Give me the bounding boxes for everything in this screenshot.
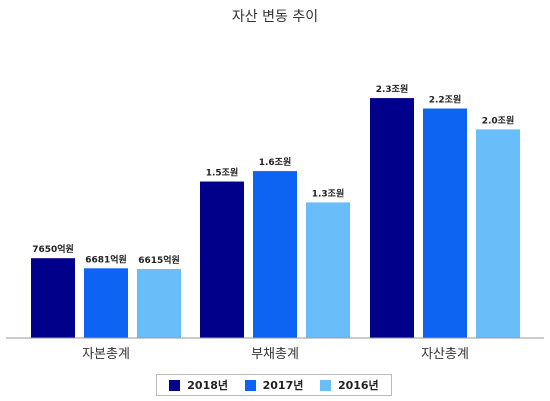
category-label-1: 부채총계 (251, 347, 299, 362)
value-label-2017-cat0: 6681억원 (85, 253, 127, 265)
value-label-2016-cat1: 1.3조원 (312, 187, 345, 199)
bar-2018-cat2 (370, 98, 414, 338)
bar-2016-cat0 (137, 268, 181, 338)
legend-item-2018: 2018년 (169, 377, 228, 393)
value-labels-group: 7650억원 6681억원 6615억원 1.5조원 1.6조원 1.3조원 2.3조원 2.… (32, 83, 514, 266)
bar-2018-cat1 (200, 181, 244, 338)
category-label-2: 자산총계 (421, 347, 469, 362)
legend-swatch-2017 (244, 379, 256, 391)
bar-2016-cat1 (306, 202, 350, 338)
bar-2017-cat2 (423, 108, 467, 339)
bar-2018-cat0 (31, 258, 75, 338)
legend-label-2016: 2016년 (337, 379, 379, 392)
value-label-2018-cat2: 2.3조원 (376, 83, 409, 95)
value-label-2016-cat2: 2.0조원 (482, 114, 515, 126)
legend-item-2016: 2016년 (319, 377, 379, 393)
legend-label-2018: 2018년 (187, 379, 229, 392)
bar-2016-cat2 (476, 129, 520, 338)
legend-item-2017: 2017년 (244, 377, 304, 393)
legend-swatch-2016 (319, 379, 331, 391)
legend-label-2017: 2017년 (262, 379, 304, 392)
value-label-2017-cat1: 1.6조원 (259, 156, 292, 168)
value-label-2016-cat0: 6615억원 (138, 254, 180, 266)
legend-swatch-2018 (169, 379, 181, 391)
value-label-2017-cat2: 2.2조원 (429, 94, 462, 106)
bar-2017-cat1 (253, 171, 297, 338)
category-labels-group: 자본총계 부채총계 자산총계 (82, 347, 469, 362)
category-label-0: 자본총계 (82, 347, 130, 362)
bar-2017-cat0 (84, 268, 128, 338)
chart-title: 자산 변동 추이 (231, 9, 319, 25)
value-label-2018-cat0: 7650억원 (32, 243, 74, 255)
bars-group (31, 98, 520, 339)
legend: 2018년 2017년 2016년 (156, 374, 392, 396)
value-label-2018-cat1: 1.5조원 (206, 167, 239, 179)
